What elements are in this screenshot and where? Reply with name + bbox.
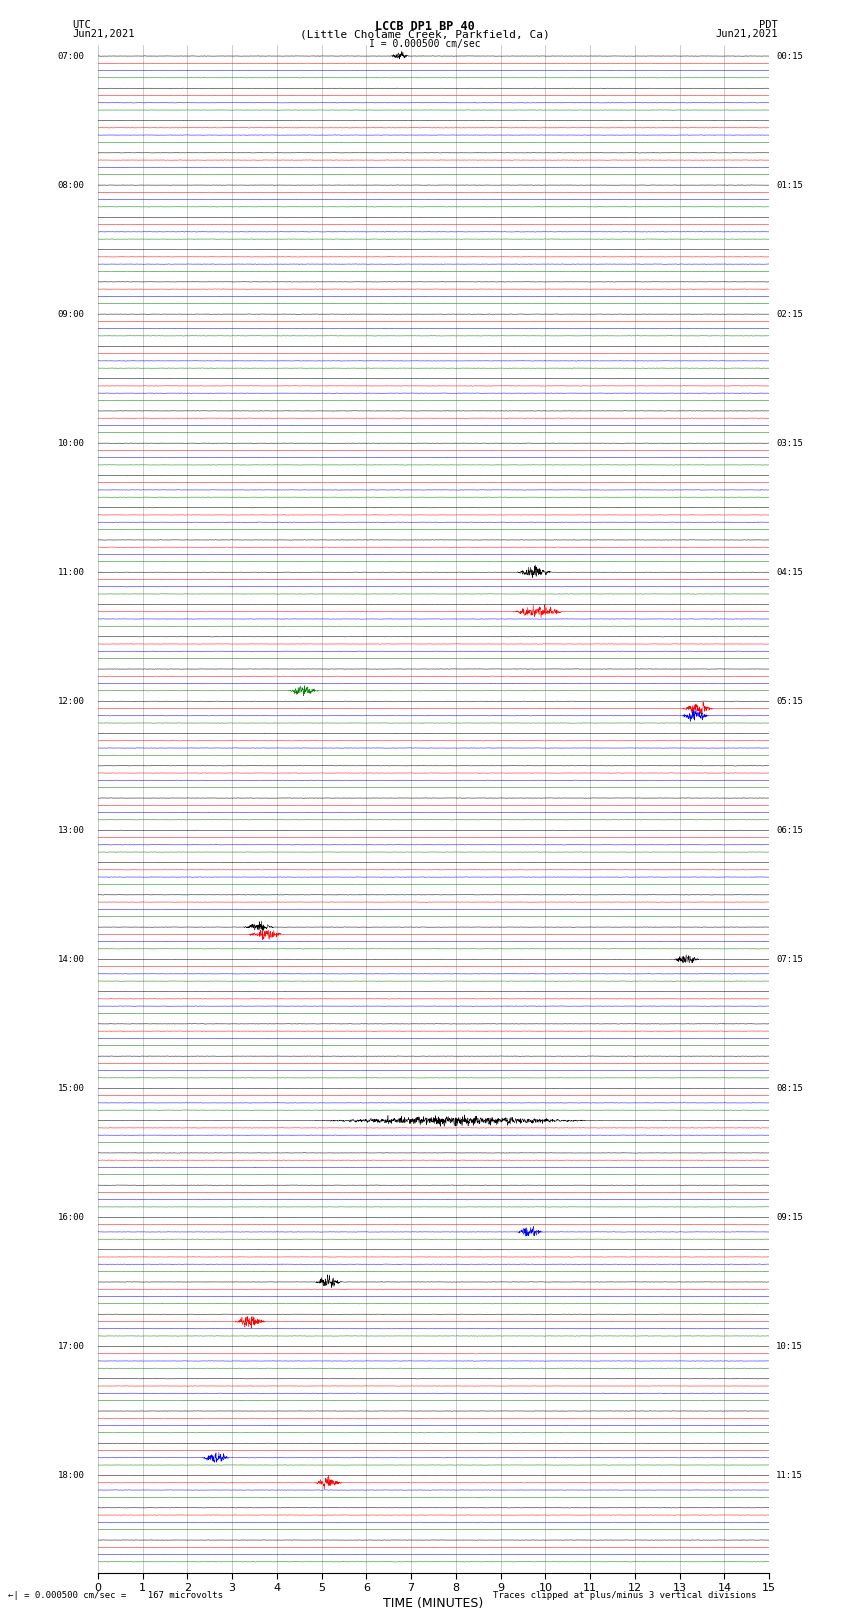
Text: (Little Cholame Creek, Parkfield, Ca): (Little Cholame Creek, Parkfield, Ca): [300, 29, 550, 39]
Text: Jun21,2021: Jun21,2021: [715, 29, 778, 39]
Text: 08:00: 08:00: [58, 181, 84, 190]
Text: 04:15: 04:15: [776, 568, 803, 577]
Text: 16:00: 16:00: [58, 1213, 84, 1223]
Text: ←| = 0.000500 cm/sec =    167 microvolts: ←| = 0.000500 cm/sec = 167 microvolts: [8, 1590, 224, 1600]
Text: 08:15: 08:15: [776, 1084, 803, 1094]
X-axis label: TIME (MINUTES): TIME (MINUTES): [383, 1597, 484, 1610]
Text: 15:00: 15:00: [58, 1084, 84, 1094]
Text: 14:00: 14:00: [58, 955, 84, 965]
Text: Jun21,2021: Jun21,2021: [72, 29, 135, 39]
Text: 18:00: 18:00: [58, 1471, 84, 1481]
Text: UTC: UTC: [72, 19, 91, 31]
Text: 05:15: 05:15: [776, 697, 803, 706]
Text: 11:00: 11:00: [58, 568, 84, 577]
Text: 12:00: 12:00: [58, 697, 84, 706]
Text: PDT: PDT: [759, 19, 778, 31]
Text: I = 0.000500 cm/sec: I = 0.000500 cm/sec: [369, 39, 481, 48]
Text: Traces clipped at plus/minus 3 vertical divisions: Traces clipped at plus/minus 3 vertical …: [493, 1590, 756, 1600]
Text: 17:00: 17:00: [58, 1342, 84, 1352]
Text: 09:00: 09:00: [58, 310, 84, 319]
Text: 11:15: 11:15: [776, 1471, 803, 1481]
Text: 13:00: 13:00: [58, 826, 84, 836]
Text: 09:15: 09:15: [776, 1213, 803, 1223]
Text: 10:00: 10:00: [58, 439, 84, 448]
Text: 10:15: 10:15: [776, 1342, 803, 1352]
Text: LCCB DP1 BP 40: LCCB DP1 BP 40: [375, 19, 475, 34]
Text: 06:15: 06:15: [776, 826, 803, 836]
Text: 07:15: 07:15: [776, 955, 803, 965]
Text: 07:00: 07:00: [58, 52, 84, 61]
Text: 02:15: 02:15: [776, 310, 803, 319]
Text: 01:15: 01:15: [776, 181, 803, 190]
Text: 00:15: 00:15: [776, 52, 803, 61]
Text: 03:15: 03:15: [776, 439, 803, 448]
